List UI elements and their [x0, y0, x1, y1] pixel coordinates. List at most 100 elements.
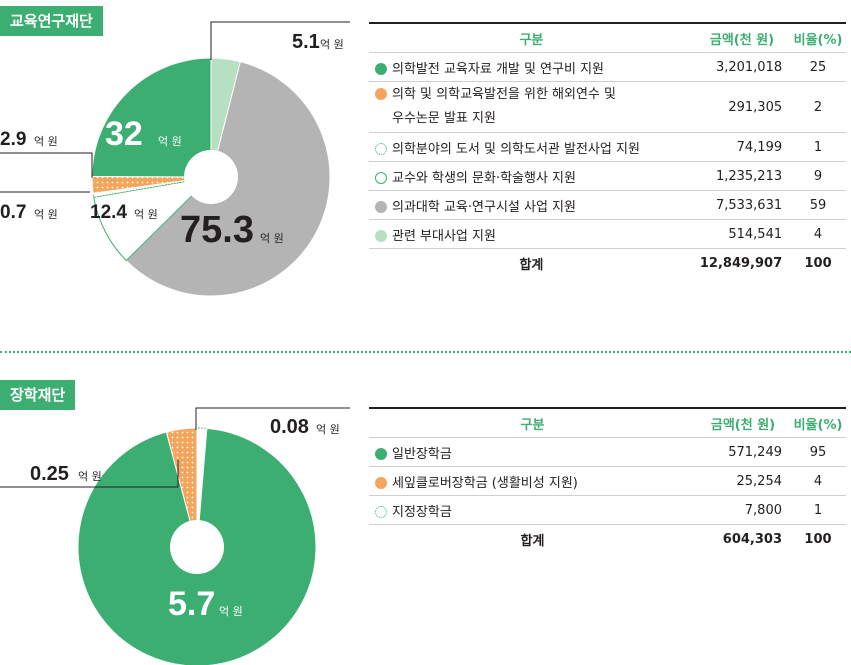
legend-marker-icon	[375, 505, 387, 518]
total-label: 합계	[519, 257, 544, 273]
data-label-5-1: 5.1 억 원	[292, 31, 344, 53]
legend-marker-icon	[375, 229, 387, 242]
svg-text:억 원: 억 원	[158, 135, 182, 148]
cell-percent: 95	[790, 437, 846, 467]
svg-text:억 원: 억 원	[34, 135, 58, 148]
cell-percent: 1	[790, 132, 846, 162]
category-label-line2: 우수논문 발표 지원	[392, 111, 496, 126]
pie-slice-32	[91, 57, 212, 178]
category-label: 교수와 학생의 문화·학술행사 지원	[392, 170, 576, 186]
table-row: 의과대학 교육·연구시설 사업 지원 7,533,631 59	[369, 190, 846, 220]
table-row: 의학 및 의학교육발전을 위한 해외연수 및 우수논문 발표 지원 291,305 2	[369, 81, 846, 133]
total-amount: 12,849,907	[699, 255, 783, 271]
data-label-12-4: 12.4 억 원	[90, 202, 158, 223]
table-body: 의학발전 교육자료 개발 및 연구비 지원 3,201,018 25 의학 및 의학교…	[369, 52, 846, 278]
pie-scholarship	[77, 427, 317, 665]
category-label: 세잎클로버장학금 (생활비성 지원)	[392, 475, 578, 491]
pie-slice-0-25	[165, 427, 198, 548]
data-label-32: 32 억 원	[105, 115, 182, 153]
data-label-2-9: 2.9 억 원	[0, 129, 58, 150]
cell-percent: 1	[790, 495, 846, 525]
cell-category: 의과대학 교육·연구시설 사업 지원	[369, 190, 694, 220]
table-education: 구분 금액(천 원) 비율(%) 의학발전 교육자료 개발 및 연구비 지원 3,…	[369, 22, 846, 277]
category-label: 의과대학 교육·연구시설 사업 지원	[392, 199, 576, 215]
data-label-0-25: 0.25 억 원	[30, 463, 102, 485]
header-percent: 비율(%)	[790, 22, 846, 53]
leader-line-0-08	[195, 407, 350, 430]
cell-category: 일반장학금	[369, 437, 696, 467]
cell-amount: 1,235,213	[693, 161, 791, 191]
cell-percent: 4	[790, 219, 846, 249]
cell-amount: 514,541	[693, 219, 791, 249]
svg-text:2.9: 2.9	[0, 129, 26, 150]
svg-text:억 원: 억 원	[219, 605, 243, 618]
legend-marker-icon	[375, 476, 387, 489]
svg-text:12.4: 12.4	[90, 202, 127, 223]
legend-marker-icon	[375, 200, 387, 213]
data-label-75-3: 75.3 억 원	[180, 209, 284, 251]
category-label: 관련 부대사업 지원	[392, 228, 496, 244]
cell-amount: 3,201,018	[693, 52, 791, 82]
legend-marker-icon	[375, 447, 387, 460]
svg-text:0.08: 0.08	[270, 416, 309, 438]
pie-center-hole	[170, 520, 224, 574]
table-scholarship: 구분 금액(천 원) 비율(%) 일반장학금 571,249 95 세잎클로버장학금 …	[369, 407, 846, 553]
legend-marker-icon	[375, 142, 387, 155]
cell-amount: 25,254	[696, 466, 790, 496]
category-label: 의학분야의 도서 및 의학도서관 발전사업 지원	[392, 141, 640, 157]
svg-text:억 원: 억 원	[316, 423, 340, 436]
data-label-0-08: 0.08 억 원	[270, 416, 340, 438]
section-divider	[0, 351, 851, 353]
table-total-row: 합계 604,303 100	[369, 525, 846, 554]
cell-category: 의학분야의 도서 및 의학도서관 발전사업 지원	[369, 132, 694, 162]
category-label: 의학 및 의학교육발전을 위한 해외연수 및	[392, 87, 616, 102]
cell-percent: 9	[790, 161, 846, 191]
cell-percent: 2	[790, 81, 846, 133]
cell-category: 의학발전 교육자료 개발 및 연구비 지원	[369, 52, 694, 82]
cell-amount: 7,533,631	[693, 190, 791, 220]
cell-percent: 59	[790, 190, 846, 220]
header-amount: 금액(천 원)	[696, 407, 790, 438]
category-label: 지정장학금	[392, 504, 452, 520]
cell-amount: 291,305	[693, 81, 791, 133]
pie-education	[91, 57, 331, 297]
pie-slice-12-4	[93, 176, 213, 262]
svg-text:억 원: 억 원	[134, 208, 158, 221]
data-label-0-7: 0.7 억 원	[0, 202, 58, 223]
table-row: 교수와 학생의 문화·학술행사 지원 1,235,213 9	[369, 161, 846, 191]
svg-text:5.1: 5.1	[292, 31, 320, 53]
table-row: 관련 부대사업 지원 514,541 4	[369, 219, 846, 249]
svg-text:억 원: 억 원	[78, 470, 102, 483]
total-amount: 604,303	[722, 531, 782, 547]
legend-marker-icon	[375, 171, 387, 184]
svg-text:32: 32	[105, 115, 143, 153]
cell-percent: 25	[790, 52, 846, 82]
cell-category: 세잎클로버장학금 (생활비성 지원)	[369, 466, 696, 496]
header-category: 구분	[369, 407, 696, 438]
header-category: 구분	[369, 22, 694, 53]
legend-marker-icon	[375, 62, 387, 75]
svg-text:억 원: 억 원	[320, 38, 344, 51]
pie-center-hole	[184, 150, 238, 204]
svg-text:억 원: 억 원	[260, 232, 284, 245]
category-label: 의학발전 교육자료 개발 및 연구비 지원	[392, 61, 605, 77]
cell-category: 교수와 학생의 문화·학술행사 지원	[369, 161, 694, 191]
cell-amount: 74,199	[693, 132, 791, 162]
section-tag-education: 교육연구재단	[0, 6, 103, 36]
table-row: 세잎클로버장학금 (생활비성 지원) 25,254 4	[369, 466, 846, 496]
pie-slice-5-7	[77, 427, 317, 665]
table-row: 일반장학금 571,249 95	[369, 437, 846, 467]
svg-text:0.25: 0.25	[30, 463, 69, 485]
header-amount: 금액(천 원)	[693, 22, 791, 53]
total-percent: 100	[804, 255, 832, 271]
cell-category: 관련 부대사업 지원	[369, 219, 694, 249]
category-label: 일반장학금	[392, 446, 452, 462]
leader-line-2-9	[0, 152, 93, 178]
total-percent: 100	[804, 531, 832, 547]
total-label: 합계	[520, 533, 545, 549]
table-row: 의학분야의 도서 및 의학도서관 발전사업 지원 74,199 1	[369, 132, 846, 162]
svg-text:5.7: 5.7	[168, 585, 215, 623]
data-label-5-7: 5.7 억 원	[168, 585, 243, 623]
